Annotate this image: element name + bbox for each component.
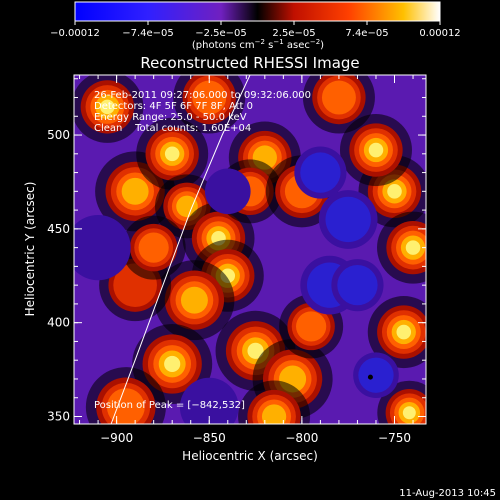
hotspot [180,286,208,314]
colorbar-ticks: −0.00012 −7.4e−05 −2.5e−05 2.5e−05 7.4e−05 0.… [50,21,461,39]
hotspot [261,404,287,424]
y-tick-label: 350 [47,409,70,423]
hotspot [192,80,227,115]
colorbar-tick-label: −2.5e−05 [195,28,247,39]
annotation-block: 26-Feb-2011 09:27:06.000 to 09:32:06.000… [94,90,311,134]
y-tick-label: 400 [47,316,70,330]
hotspot [387,184,402,199]
hotspot-negative [204,168,251,215]
hotspot [100,99,115,115]
colorbar-units: (photons cm−2 s−1 asec−2) [192,38,324,51]
hotspot [121,177,149,205]
colorbar: −0.00012 −7.4e−05 −2.5e−05 2.5e−05 7.4e−05 0.… [50,1,461,51]
colorbar-frame [74,1,441,22]
peak-dot [367,374,373,380]
emission-blobs [74,75,426,424]
hotspot [405,240,421,255]
hotspot [176,195,198,218]
hotspot-negative [337,264,378,306]
colorbar-tick-label: −0.00012 [50,28,100,39]
footer-date: 11-Aug-2013 10:45 [399,488,496,499]
hotspot [164,146,180,162]
colorbar-tick-label: 7.4e−05 [345,28,388,39]
hotspot [296,311,327,342]
chart-title: Reconstructed RHESSI Image [140,54,359,72]
hotspot-negative [179,377,239,424]
annotation-energy: Energy Range: 25.0 - 50.0 keV [94,112,247,123]
hotspot [321,80,356,115]
x-tick-label: −800 [285,431,318,445]
hotspot-negative [74,215,131,281]
x-tick-label: −850 [193,431,226,445]
colorbar-tick-label: 0.00012 [419,28,460,39]
hotspot [402,406,416,420]
hotspot-negative [325,196,371,243]
plot-frame [73,74,427,425]
axes: −900 −850 −800 −750 350 400 450 500 [47,75,426,445]
hotspot [247,342,264,359]
annotation-time: 26-Feb-2011 09:27:06.000 to 09:32:06.000 [94,90,311,101]
y-tick-label: 450 [47,222,70,236]
image-area [74,75,426,424]
solar-limb-curve [110,75,251,424]
hotspot [107,388,145,424]
hotspot [138,232,169,263]
peak-marker [367,374,373,380]
hotspot [368,142,384,158]
x-axis-label: Heliocentric X (arcsec) [182,449,318,463]
annotation-counts: Clean Total counts: 1.60E+04 [94,123,251,134]
x-tick-label: −900 [100,431,133,445]
colorbar-tick-label: −7.4e−05 [122,28,174,39]
colorbar-gradient [75,2,440,21]
hotspot-negative [358,357,394,393]
annotation-detectors: Detectors: 4F 5F 6F 7F 8F, Att 0 [94,101,253,112]
y-tick-label: 500 [47,128,70,142]
peak-position-label: Position of Peak = [−842,532] [94,400,245,411]
x-tick-label: −750 [378,431,411,445]
y-axis-label: Heliocentric Y (arcsec) [23,182,37,317]
colorbar-tick-label: 2.5e−05 [272,28,315,39]
hotspot [396,324,412,340]
hotspot-negative [300,152,341,193]
hotspot [164,355,181,373]
